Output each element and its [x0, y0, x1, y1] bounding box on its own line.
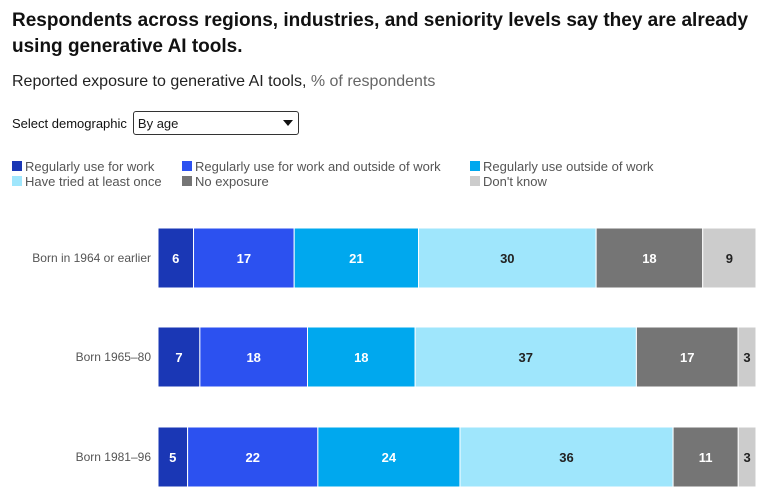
- bar-segment-regularly-use-for-work-and-outside-of-work: [187, 426, 319, 488]
- legend-label: Have tried at least once: [25, 173, 162, 189]
- demographic-selector: Select demographic By age: [12, 110, 299, 136]
- legend-swatch: [182, 176, 192, 186]
- data-label: 17: [237, 251, 251, 266]
- legend-swatch: [182, 161, 192, 171]
- data-label: 5: [169, 450, 176, 465]
- data-label: 30: [500, 251, 514, 266]
- category-label: Born 1981–96: [76, 450, 152, 464]
- legend-item-regularly-use-for-work: Regularly use for work: [12, 158, 154, 174]
- legend-label: Regularly use for work and outside of wo…: [195, 158, 441, 174]
- chevron-down-icon: [282, 120, 293, 126]
- data-label: 17: [680, 350, 694, 365]
- bar-segment-have-tried-at-least-once: [459, 426, 674, 488]
- data-label: 21: [349, 251, 363, 266]
- legend-item-don-t-know: Don't know: [470, 173, 547, 189]
- data-label: 22: [245, 450, 259, 465]
- data-label: 7: [175, 350, 182, 365]
- subtitle-text: Reported exposure to generative AI tools…: [12, 73, 307, 90]
- bar-segment-have-tried-at-least-once: [418, 227, 597, 289]
- bar-segment-regularly-use-for-work: [157, 426, 189, 488]
- legend-swatch: [12, 176, 22, 186]
- legend-swatch: [470, 161, 480, 171]
- bar-segment-no-exposure: [672, 426, 739, 488]
- data-label: 18: [246, 350, 260, 365]
- legend-item-regularly-use-for-work-and-outside-of-work: Regularly use for work and outside of wo…: [182, 158, 441, 174]
- chart-title: Respondents across regions, industries, …: [12, 10, 749, 57]
- legend-item-no-exposure: No exposure: [182, 173, 269, 189]
- legend-label: Regularly use outside of work: [483, 158, 654, 174]
- demographic-select-label: Select demographic: [12, 115, 127, 131]
- bar-segment-no-exposure: [635, 326, 739, 388]
- data-label: 11: [699, 450, 713, 465]
- bar-segment-don-t-know: [702, 227, 757, 289]
- legend-item-regularly-use-outside-of-work: Regularly use outside of work: [470, 158, 654, 174]
- bar-segment-don-t-know: [737, 426, 757, 488]
- bar-segment-don-t-know: [737, 326, 757, 388]
- legend-swatch: [12, 161, 22, 171]
- legend-item-have-tried-at-least-once: Have tried at least once: [12, 173, 162, 189]
- data-label: 6: [172, 251, 179, 266]
- legend-label: Regularly use for work: [25, 158, 155, 174]
- demographic-dropdown[interactable]: By age: [132, 111, 299, 135]
- category-label: Born in 1964 or earlier: [32, 251, 151, 265]
- data-label: 3: [743, 350, 750, 365]
- bar-segment-have-tried-at-least-once: [414, 326, 637, 388]
- chart-subtitle: Reported exposure to generative AI tools…: [12, 73, 435, 91]
- data-label: 9: [726, 251, 733, 266]
- legend-swatch: [470, 176, 480, 186]
- bar-segment-regularly-use-for-work-and-outside-of-work: [193, 227, 295, 289]
- legend-label: No exposure: [195, 173, 269, 189]
- category-label: Born 1965–80: [76, 350, 152, 364]
- chart-legend: Regularly use for work Regularly use for …: [12, 158, 762, 192]
- bar-segment-regularly-use-outside-of-work: [317, 426, 461, 488]
- demographic-dropdown-value: By age: [137, 115, 179, 131]
- data-label: 18: [642, 251, 656, 266]
- data-label: 36: [559, 450, 573, 465]
- bar-segment-no-exposure: [595, 227, 704, 289]
- data-label: 24: [382, 450, 397, 465]
- data-label: 3: [744, 450, 751, 465]
- data-label: 37: [519, 350, 533, 365]
- bar-segment-regularly-use-for-work-and-outside-of-work: [199, 326, 308, 388]
- data-label: 18: [354, 350, 368, 365]
- legend-label: Don't know: [483, 173, 547, 189]
- subtitle-unit: % of respondents: [310, 73, 436, 90]
